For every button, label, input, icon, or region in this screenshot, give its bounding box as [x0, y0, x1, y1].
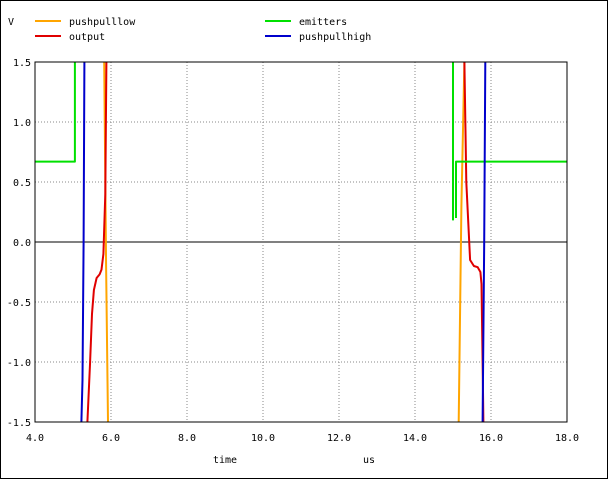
x-tick-label: 6.0: [102, 433, 120, 444]
y-tick-label: 0.0: [13, 238, 31, 249]
axis-ticks: 4.0 6.0 8.0 10.0 12.0 14.0 16.0 18.0 1.5 1.0 0.5 0.…: [7, 58, 579, 444]
legend-label-emitters: emitters: [299, 17, 347, 28]
y-tick-label: -1.5: [7, 418, 31, 429]
plot-area-border: [34, 61, 568, 423]
y-axis-label: V: [8, 17, 14, 28]
legend-label-output: output: [69, 32, 105, 43]
x-tick-label: 12.0: [327, 433, 351, 444]
series-layer: [35, 61, 567, 423]
series-line-pushpullhigh: [80, 61, 487, 423]
y-tick-label: 1.0: [13, 118, 31, 129]
x-tick-label: 10.0: [251, 433, 275, 444]
y-tick-label: 0.5: [13, 178, 31, 189]
x-tick-label: 14.0: [403, 433, 427, 444]
x-tick-label: 18.0: [555, 433, 579, 444]
x-tick-label: 8.0: [178, 433, 196, 444]
y-tick-label: 1.5: [13, 58, 31, 69]
series-line-emitters: [35, 62, 567, 221]
x-tick-label: 4.0: [26, 433, 44, 444]
legend: pushpulllow output emitters pushpullhigh: [35, 17, 371, 43]
series-line-output: [86, 61, 485, 423]
legend-label-pushpullhigh: pushpullhigh: [299, 32, 371, 43]
x-axis-label: time: [213, 455, 237, 466]
y-tick-label: -0.5: [7, 298, 31, 309]
x-axis-unit: us: [363, 455, 375, 466]
legend-label-pushpulllow: pushpulllow: [69, 17, 136, 28]
x-tick-label: 16.0: [479, 433, 503, 444]
y-tick-label: -1.0: [7, 358, 31, 369]
